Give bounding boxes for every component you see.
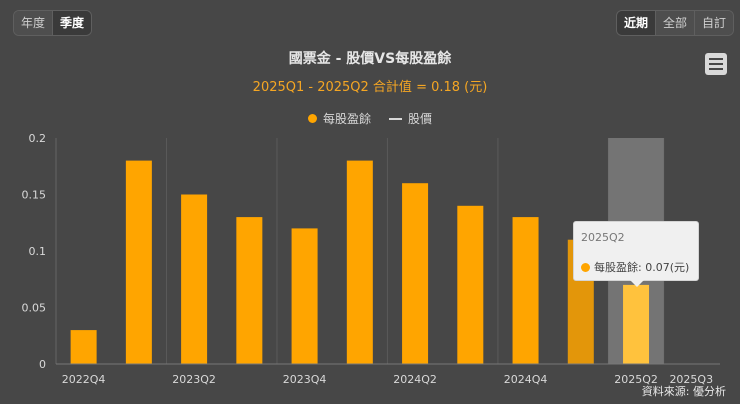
x-tick-label: 2023Q2 [172,373,216,386]
chart-legend: 每股盈餘 股價 [0,110,740,127]
tooltip-text: 每股盈餘: 0.07(元) [594,261,690,274]
y-tick-label: 0.2 [29,132,47,145]
data-source: 資料來源: 優分析 [641,385,726,398]
bar-2025Q2 [623,284,650,364]
legend-label-price: 股價 [408,112,433,126]
tooltip-dot-icon [581,262,590,272]
bar-2023Q1 [125,160,152,364]
y-tick-label: 0.15 [22,189,47,202]
all-button[interactable]: 全部 [655,11,695,35]
bar-2023Q3 [236,217,263,364]
chart-subtitle: 2025Q1 - 2025Q2 合計值 = 0.18 (元) [252,80,488,95]
x-tick-label: 2025Q2 [614,373,658,386]
y-tick-label: 0.05 [22,302,47,315]
bar-2024Q3 [457,205,484,364]
hamburger-menu-icon[interactable] [705,53,727,75]
range-toggle: 近期 全部 自訂 [615,10,734,36]
bar-2024Q4 [512,217,539,364]
x-tick-label: 2022Q4 [62,373,106,386]
legend-item-price[interactable]: 股價 [389,110,432,127]
legend-line-icon [389,117,402,120]
legend-dot-icon [307,114,317,123]
bar-2023Q2 [181,194,208,364]
quarterly-button[interactable]: 季度 [53,11,92,35]
chart-tooltip: 2025Q2 每股盈餘: 0.07(元) [573,221,699,287]
custom-button[interactable]: 自訂 [694,11,733,35]
y-tick-label: 0.1 [29,245,47,258]
x-tick-label: 2024Q2 [393,373,437,386]
bar-2024Q1 [346,160,373,364]
recent-button[interactable]: 近期 [616,11,656,35]
chart-title: 國票金 - 股價VS每股盈餘 [288,51,452,67]
x-tick-label: 2024Q4 [504,373,548,386]
period-toggle: 年度 季度 [13,10,93,36]
bar-2023Q4 [291,228,318,364]
x-tick-label: 2025Q3 [669,373,713,386]
bar-2024Q2 [402,183,429,364]
bar-2022Q4 [70,330,97,364]
legend-item-eps[interactable]: 每股盈餘 [307,110,371,127]
tooltip-header: 2025Q2 [581,231,625,244]
y-tick-label: 0 [39,358,46,371]
legend-label-eps: 每股盈餘 [322,112,371,126]
x-tick-label: 2023Q4 [283,373,327,386]
annual-button[interactable]: 年度 [14,11,54,35]
